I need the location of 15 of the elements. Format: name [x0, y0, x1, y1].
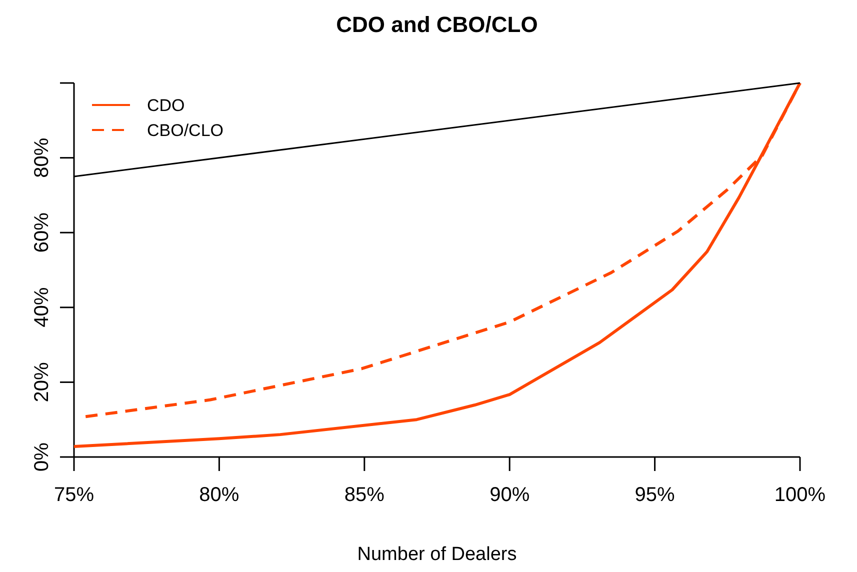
y-tick-label: 20%	[31, 362, 53, 402]
legend-label: CDO	[147, 96, 185, 115]
x-tick-label: 90%	[490, 484, 530, 506]
x-tick-label: 100%	[774, 484, 826, 506]
x-axis-title: Number of Dealers	[357, 544, 517, 565]
chart-title: CDO and CBO/CLO	[336, 12, 538, 37]
x-tick-label: 85%	[344, 484, 385, 506]
legend-label: CBO/CLO	[147, 121, 224, 140]
x-tick-label: 80%	[199, 484, 240, 506]
y-tick-label: 0%	[31, 442, 53, 472]
y-tick-label: 40%	[31, 287, 53, 328]
y-tick-label: 60%	[31, 212, 53, 253]
y-tick-label: 80%	[31, 138, 53, 178]
x-tick-label: 95%	[634, 484, 676, 506]
x-tick-label: 75%	[54, 484, 94, 506]
